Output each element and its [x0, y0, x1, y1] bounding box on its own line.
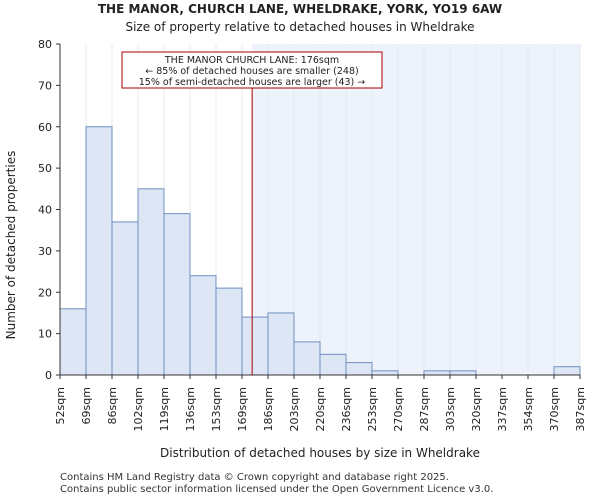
bar-52sqm	[59, 308, 87, 376]
bar-153sqm	[215, 287, 243, 376]
annotation-line: THE MANOR CHURCH LANE: 176sqm	[164, 55, 339, 66]
chart-title: THE MANOR, CHURCH LANE, WHELDRAKE, YORK,…	[98, 2, 502, 16]
x-tick-label: 287sqm	[418, 387, 431, 431]
x-tick-label: 86sqm	[106, 387, 119, 424]
y-tick-label: 30	[38, 245, 52, 258]
x-tick-label: 69sqm	[80, 387, 93, 424]
x-tick-label: 119sqm	[158, 387, 171, 431]
bar-102sqm	[137, 188, 165, 376]
chart-subtitle: Size of property relative to detached ho…	[125, 20, 474, 34]
y-tick-label: 10	[38, 328, 52, 341]
y-tick-label: 50	[38, 162, 52, 175]
bar-236sqm	[345, 362, 373, 376]
x-tick-label: 153sqm	[210, 387, 223, 431]
y-tick-label: 40	[38, 204, 52, 217]
x-tick-label: 203sqm	[288, 387, 301, 431]
y-tick-label: 80	[38, 38, 52, 51]
bar-186sqm	[267, 312, 295, 376]
x-tick-label: 102sqm	[132, 387, 145, 431]
annotation-line: ← 85% of detached houses are smaller (24…	[145, 66, 358, 77]
annotation-box	[121, 51, 383, 89]
bar-203sqm	[293, 341, 321, 376]
x-tick-label: 186sqm	[262, 387, 275, 431]
x-tick-label: 236sqm	[340, 387, 353, 431]
plot-area: 0 10 20 30 40 50 60 70 80 52sqm 69sqm 86sqm 102sqm 11…	[38, 38, 587, 431]
bar-220sqm	[319, 353, 347, 376]
x-tick-label: 52sqm	[54, 387, 67, 424]
x-tick-label: 169sqm	[236, 387, 249, 431]
y-tick-label: 70	[38, 79, 52, 92]
x-tick-label: 303sqm	[444, 387, 457, 431]
y-tick-label: 20	[38, 286, 52, 299]
larger-region-shade	[252, 44, 580, 375]
bar-119sqm	[163, 213, 191, 376]
y-axis-label: Number of detached properties	[4, 151, 18, 340]
bar-86sqm	[111, 221, 139, 376]
bar-303sqm	[449, 370, 477, 376]
annotation-line: 15% of semi-detached houses are larger (…	[139, 77, 366, 88]
footer-copyright: Contains HM Land Registry data © Crown c…	[60, 472, 449, 483]
x-tick-label: 220sqm	[314, 387, 327, 431]
x-tick-label: 387sqm	[574, 387, 587, 431]
bar-370sqm	[553, 366, 581, 376]
x-axis-label: Distribution of detached houses by size …	[160, 446, 480, 460]
bar-253sqm	[371, 370, 399, 376]
x-tick-label: 253sqm	[366, 387, 379, 431]
bar-136sqm	[189, 275, 217, 376]
x-tick-label: 337sqm	[496, 387, 509, 431]
bar-69sqm	[85, 126, 113, 376]
x-tick-label: 354sqm	[522, 387, 535, 431]
x-tick-label: 136sqm	[184, 387, 197, 431]
x-tick-label: 370sqm	[548, 387, 561, 431]
bar-169sqm	[241, 316, 269, 376]
y-tick-label: 60	[38, 121, 52, 134]
y-tick-label: 0	[45, 369, 52, 382]
x-tick-label: 270sqm	[392, 387, 405, 431]
bar-287sqm	[423, 370, 451, 376]
footer-licence: Contains public sector information licen…	[60, 484, 494, 495]
x-tick-label: 320sqm	[470, 387, 483, 431]
